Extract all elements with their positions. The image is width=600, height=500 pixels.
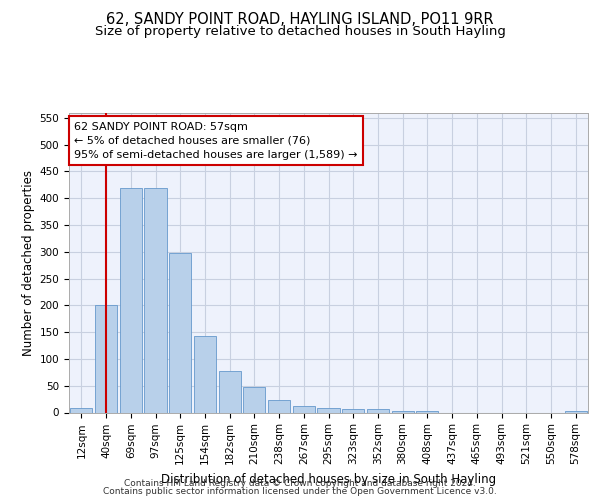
Bar bbox=[268, 400, 290, 412]
Text: Contains HM Land Registry data © Crown copyright and database right 2024.: Contains HM Land Registry data © Crown c… bbox=[124, 478, 476, 488]
Text: Contains public sector information licensed under the Open Government Licence v3: Contains public sector information licen… bbox=[103, 487, 497, 496]
Bar bbox=[317, 408, 340, 412]
Bar bbox=[119, 188, 142, 412]
Y-axis label: Number of detached properties: Number of detached properties bbox=[22, 170, 35, 356]
Text: Size of property relative to detached houses in South Hayling: Size of property relative to detached ho… bbox=[95, 25, 505, 38]
Bar bbox=[243, 387, 265, 412]
Text: 62, SANDY POINT ROAD, HAYLING ISLAND, PO11 9RR: 62, SANDY POINT ROAD, HAYLING ISLAND, PO… bbox=[106, 12, 494, 28]
Bar bbox=[565, 411, 587, 412]
Bar bbox=[169, 253, 191, 412]
Bar bbox=[342, 409, 364, 412]
Bar bbox=[218, 371, 241, 412]
X-axis label: Distribution of detached houses by size in South Hayling: Distribution of detached houses by size … bbox=[161, 472, 496, 486]
Bar bbox=[293, 406, 315, 412]
Bar bbox=[194, 336, 216, 412]
Text: 62 SANDY POINT ROAD: 57sqm
← 5% of detached houses are smaller (76)
95% of semi-: 62 SANDY POINT ROAD: 57sqm ← 5% of detac… bbox=[74, 122, 358, 160]
Bar bbox=[70, 408, 92, 412]
Bar bbox=[416, 411, 439, 412]
Bar bbox=[95, 306, 117, 412]
Bar bbox=[392, 411, 414, 412]
Bar bbox=[367, 409, 389, 412]
Bar bbox=[145, 188, 167, 412]
